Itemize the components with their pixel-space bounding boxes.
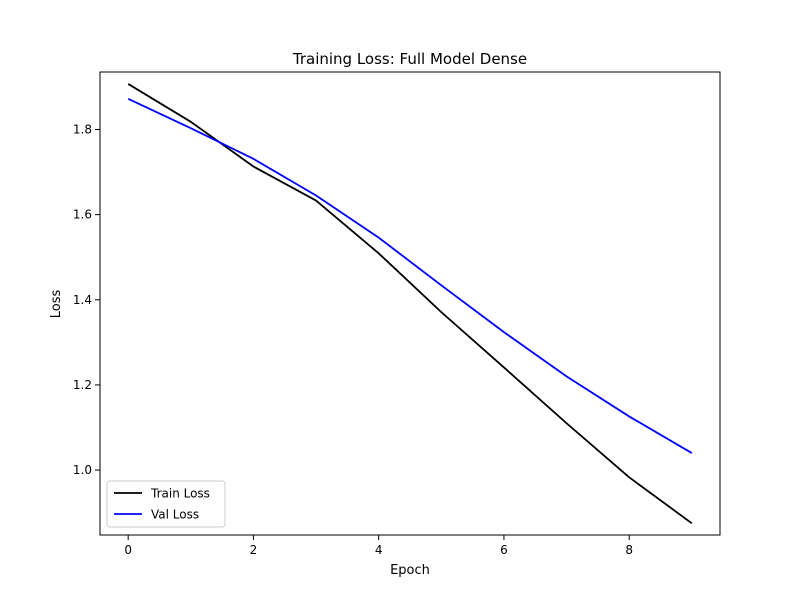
- y-tick-label: 1.0: [73, 463, 92, 477]
- y-tick-label: 1.4: [73, 293, 92, 307]
- y-tick-label: 1.8: [73, 122, 92, 136]
- x-tick-label: 6: [500, 543, 508, 557]
- x-tick-label: 0: [124, 543, 132, 557]
- series-line-0: [128, 84, 692, 523]
- x-tick-label: 4: [375, 543, 383, 557]
- series-line-1: [128, 99, 692, 453]
- plot-frame: [100, 72, 720, 535]
- y-tick-label: 1.6: [73, 208, 92, 222]
- legend-label: Val Loss: [151, 508, 199, 522]
- x-tick-label: 2: [250, 543, 258, 557]
- y-axis-label: Loss: [49, 290, 64, 319]
- y-tick-label: 1.2: [73, 378, 92, 392]
- legend: Train Loss Val Loss: [107, 481, 225, 527]
- legend-label: Train Loss: [150, 487, 210, 501]
- x-axis-label: Epoch: [390, 563, 430, 578]
- chart-title: Training Loss: Full Model Dense: [292, 50, 527, 68]
- x-tick-label: 8: [625, 543, 633, 557]
